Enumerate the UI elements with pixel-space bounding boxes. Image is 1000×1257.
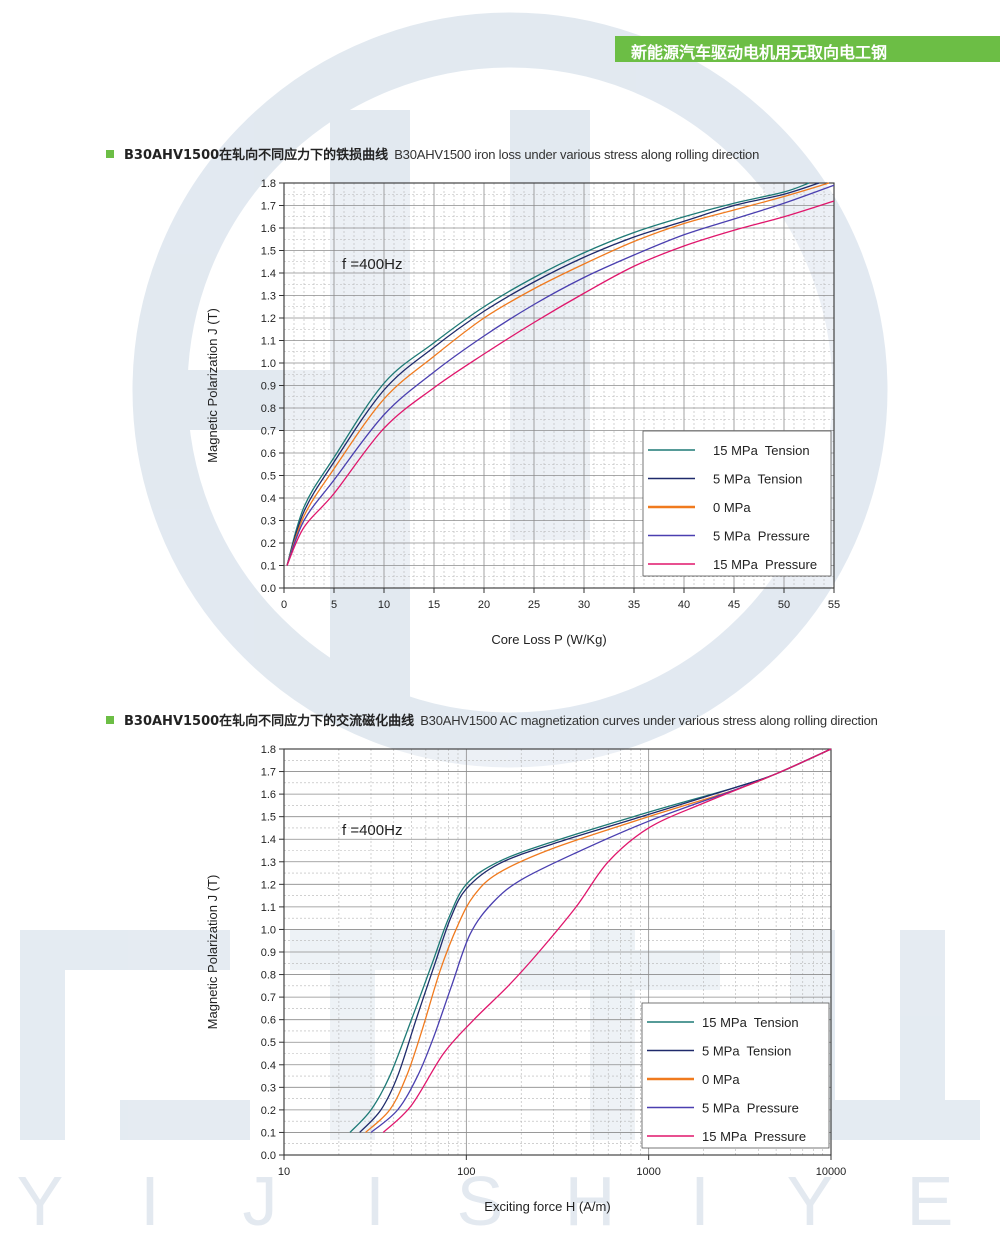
x-tick-label: 45 [728,599,740,611]
y-tick-label: 1.3 [261,291,276,303]
y-tick-label: 1.3 [261,857,276,869]
series-line [382,748,832,1133]
y-tick-label: 0.9 [261,947,276,959]
y-tick-label: 1.1 [261,902,276,914]
series-line [286,184,835,566]
x-tick-label: 55 [828,599,840,611]
y-tick-label: 1.5 [261,246,276,258]
y-tick-label: 1.2 [261,879,276,891]
y-tick-label: 0.7 [261,992,276,1004]
y-tick-label: 0.3 [261,516,276,528]
minor-grid [284,749,831,1155]
series-line [286,200,835,566]
legend-label: 15 MPa Pressure [713,557,817,572]
y-tick-label: 1.8 [261,178,276,190]
x-tick-label: 10000 [816,1166,847,1178]
section-title-cn: B30AHV1500在轧向不同应力下的铁损曲线 [124,148,389,163]
header-banner: 新能源汽车驱动电机用无取向电工钢 [615,36,1000,62]
x-tick-label: 50 [778,599,790,611]
x-tick-label: 40 [678,599,690,611]
frequency-annotation: f =400Hz [342,256,402,273]
x-tick-label: 100 [457,1166,475,1178]
y-tick-label: 0.0 [261,583,276,595]
y-tick-label: 0.6 [261,1015,276,1027]
legend: 15 MPa Tension 5 MPa Tension 0 MPa 5 MPa Pr… [641,1002,830,1149]
y-tick-label: 0.5 [261,1037,276,1049]
y-tick-label: 0.9 [261,381,276,393]
y-tick-label: 0.2 [261,538,276,550]
y-tick-label: 1.4 [261,834,276,846]
section-title-en: B30AHV1500 AC magnetization curves under… [420,713,878,728]
x-tick-label: 25 [528,599,540,611]
legend-label: 0 MPa [702,1072,740,1087]
series-line [286,182,830,566]
legend-label: 15 MPa Tension [713,443,810,458]
legend: 15 MPa Tension 5 MPa Tension 0 MPa 5 MPa Pr… [642,430,832,577]
x-axis-label: Exciting force H (A/m) [484,1199,610,1214]
x-tick-label: 10 [378,599,390,611]
y-tick-label: 0.5 [261,471,276,483]
y-tick-label: 1.2 [261,313,276,325]
legend-label: 5 MPa Pressure [713,529,810,544]
y-tick-label: 0.6 [261,448,276,460]
y-tick-label: 1.0 [261,358,276,370]
legend-box [641,1002,830,1149]
y-tick-label: 0.1 [261,561,276,573]
x-tick-label: 1000 [636,1166,660,1178]
frequency-annotation: f =400Hz [342,822,402,839]
section-title-iron-loss: B30AHV1500在轧向不同应力下的铁损曲线 B30AHV1500 iron l… [106,144,759,163]
series-line [286,182,820,566]
y-tick-label: 0.0 [261,1150,276,1162]
x-tick-label: 5 [331,599,337,611]
y-tick-label: 1.7 [261,201,276,213]
legend-label: 15 MPa Tension [702,1015,799,1030]
series-line [286,182,810,566]
section-title-en: B30AHV1500 iron loss under various stres… [394,147,760,162]
legend-label: 15 MPa Pressure [702,1129,806,1144]
legend-box [642,430,832,577]
y-tick-label: 1.5 [261,812,276,824]
y-axis-label: Magnetic Polarization J (T) [205,308,220,463]
y-tick-label: 0.8 [261,403,276,415]
y-tick-label: 1.7 [261,767,276,779]
x-tick-label: 35 [628,599,640,611]
y-axis-label: Magnetic Polarization J (T) [205,875,220,1030]
y-tick-label: 0.2 [261,1105,276,1117]
bullet-square-icon [106,716,114,724]
legend-label: 5 MPa Tension [713,472,802,487]
x-tick-label: 15 [428,599,440,611]
y-tick-label: 0.8 [261,970,276,982]
banner-title: 新能源汽车驱动电机用无取向电工钢 [631,43,888,62]
x-tick-label: 0 [281,599,287,611]
y-tick-label: 1.0 [261,924,276,936]
series-line [359,748,832,1133]
y-tick-label: 1.6 [261,789,276,801]
bullet-square-icon [106,150,114,158]
legend-label: 0 MPa [713,500,751,515]
x-axis-label: Core Loss P (W/Kg) [491,632,606,647]
y-tick-label: 1.4 [261,268,276,280]
section-title-magnetization: B30AHV1500在轧向不同应力下的交流磁化曲线 B30AHV1500 AC m… [106,710,878,729]
y-tick-label: 1.6 [261,223,276,235]
series-group [349,748,832,1133]
y-tick-label: 0.1 [261,1127,276,1139]
section-title-cn: B30AHV1500在轧向不同应力下的交流磁化曲线 [124,714,415,729]
y-tick-label: 0.7 [261,426,276,438]
y-tick-label: 0.4 [261,493,276,505]
x-tick-label: 10 [278,1166,290,1178]
x-tick-label: 30 [578,599,590,611]
y-tick-label: 0.3 [261,1082,276,1094]
y-tick-label: 0.4 [261,1060,276,1072]
y-tick-label: 1.1 [261,336,276,348]
y-tick-label: 1.8 [261,744,276,756]
legend-label: 5 MPa Pressure [702,1101,799,1116]
legend-label: 5 MPa Tension [702,1044,791,1059]
series-group [286,182,835,566]
x-tick-label: 20 [478,599,490,611]
